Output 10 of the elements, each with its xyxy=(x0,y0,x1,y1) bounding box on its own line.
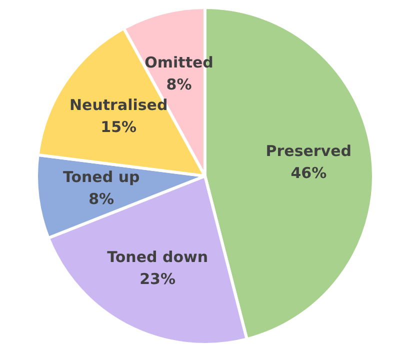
slice-label: Omitted xyxy=(144,54,214,72)
data-label: 15% xyxy=(100,118,137,136)
slice-label: Neutralised xyxy=(69,96,168,114)
slice-label: Toned up xyxy=(62,168,140,186)
data-label: 23% xyxy=(140,270,176,288)
slice-label: Preserved xyxy=(266,142,352,160)
data-label: 46% xyxy=(290,164,327,182)
data-label: 8% xyxy=(166,76,192,94)
data-label: 8% xyxy=(88,190,114,208)
slice-label: Toned down xyxy=(107,248,208,266)
